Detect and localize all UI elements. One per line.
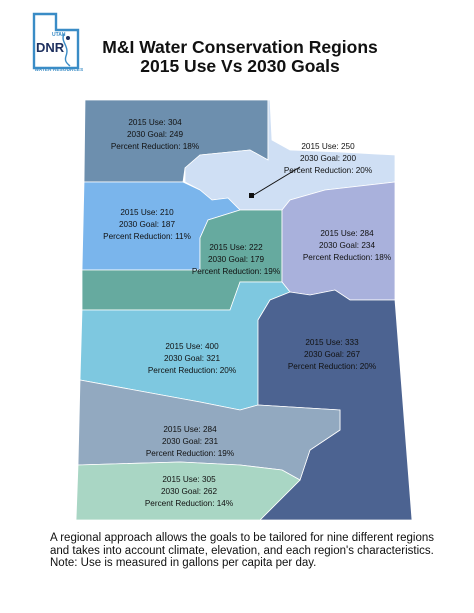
region-label-south-mint: 2015 Use: 305 2030 Goal: 262 Percent Red… (144, 475, 234, 508)
footnote-line-2: and takes into account climate, elevatio… (50, 544, 434, 557)
title-line-2: 2015 Use Vs 2030 Goals (140, 56, 340, 76)
region-label-east-lavender: 2015 Use: 284 2030 Goal: 234 Percent Red… (302, 229, 392, 262)
region-south-mint (75, 461, 301, 521)
title-line-1: M&I Water Conservation Regions (102, 37, 378, 57)
footnote-line-3: Note: Use is measured in gallons per cap… (50, 557, 317, 570)
logo-main-text: DNR (36, 40, 65, 55)
region-label-central-sky: 2015 Use: 400 2030 Goal: 321 Percent Red… (147, 342, 237, 375)
region-label-southeast: 2015 Use: 333 2030 Goal: 267 Percent Red… (287, 338, 377, 371)
region-label-central-teal: 2015 Use: 222 2030 Goal: 179 Percent Red… (191, 243, 281, 276)
footnote: A regional approach allows the goals to … (50, 532, 450, 570)
leader-line (251, 166, 301, 197)
location-marker (249, 193, 254, 198)
logo-top-text: UTAH (52, 32, 66, 38)
footnote-line-1: A regional approach allows the goals to … (50, 532, 435, 544)
region-label-southwest-steel: 2015 Use: 284 2030 Goal: 231 Percent Red… (145, 425, 235, 458)
logo-bottom-text: WATER RESOURCES (34, 67, 84, 72)
region-label-northwest: 2015 Use: 304 2030 Goal: 249 Percent Red… (110, 118, 200, 151)
utah-dnr-logo: UTAH DNR (26, 12, 84, 78)
region-label-northeast-small: 2015 Use: 250 2030 Goal: 200 Percent Red… (283, 142, 373, 175)
page-title: M&I Water Conservation Regions 2015 Use … (90, 38, 390, 76)
region-label-west-central-north: 2015 Use: 210 2030 Goal: 187 Percent Red… (103, 208, 191, 241)
